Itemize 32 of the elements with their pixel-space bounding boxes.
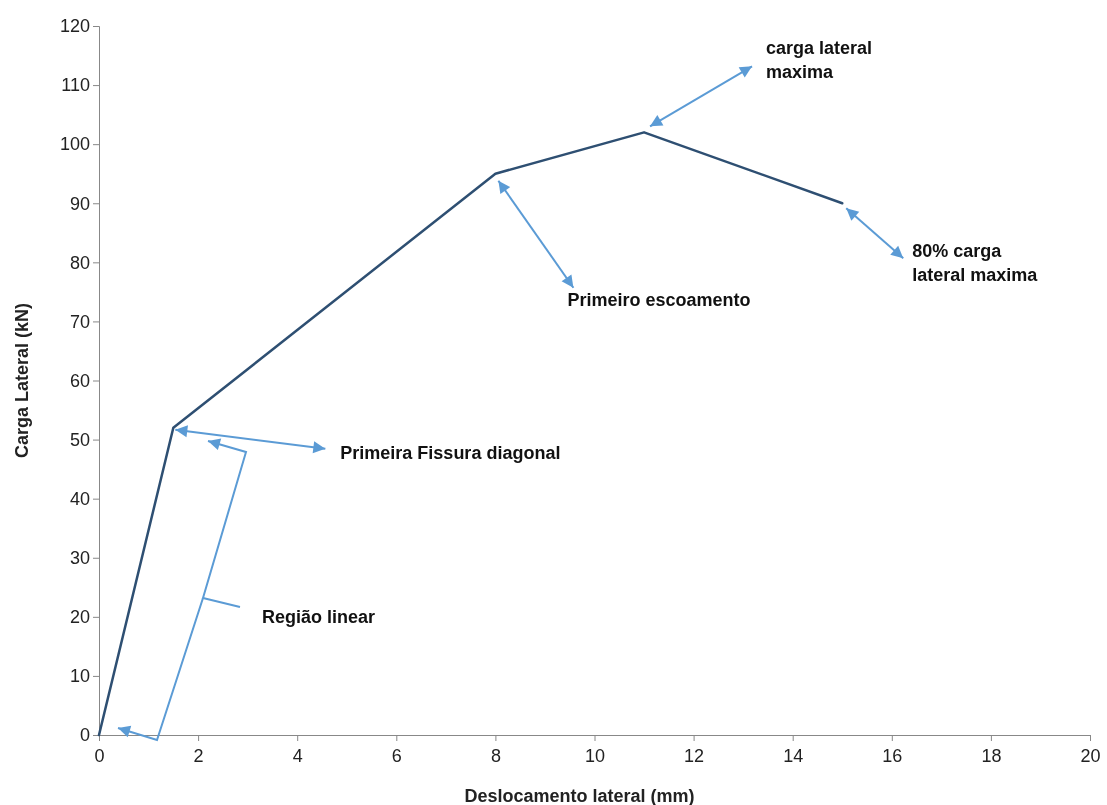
annotation: 80% carga lateral maxima (912, 241, 1039, 285)
x-tick-label: 16 (882, 746, 903, 766)
x-tick-label: 12 (684, 746, 705, 766)
y-tick-label: 70 (69, 311, 90, 332)
y-tick-label: 0 (79, 725, 90, 746)
annotation: carga lateral maxima (766, 38, 873, 82)
y-tick-label: 80 (69, 252, 90, 273)
y-tick-label: 60 (69, 370, 90, 391)
y-tick-label: 10 (69, 666, 90, 687)
x-tick-label: 6 (391, 746, 402, 766)
y-tick-label: 40 (69, 488, 90, 509)
annotation: Região linear (262, 607, 376, 627)
x-axis-title: Deslocamento lateral (mm) (464, 786, 695, 805)
x-tick-label: 8 (490, 746, 501, 766)
y-axis-title: Carga Lateral (kN) (12, 302, 32, 459)
y-tick-label: 110 (61, 75, 90, 96)
y-tick-label: 90 (69, 193, 90, 214)
annotation: Primeiro escoamento (567, 289, 751, 310)
y-tick-label: 100 (59, 134, 90, 155)
x-tick-label: 14 (783, 746, 804, 766)
y-tick-label: 120 (59, 16, 90, 37)
x-tick-label: 18 (981, 746, 1002, 766)
line-series (97, 131, 844, 737)
x-tick-label: 10 (584, 746, 606, 766)
x-tick-label: 4 (292, 746, 303, 766)
y-tick-label: 20 (69, 607, 90, 628)
x-tick-label: 0 (94, 746, 105, 766)
x-tick-label: 2 (193, 746, 204, 766)
y-tick-label: 50 (69, 429, 90, 450)
x-tick-label: 20 (1080, 746, 1101, 766)
y-tick-label: 30 (69, 548, 90, 569)
annotation: Primeira Fissura diagonal (340, 442, 561, 463)
